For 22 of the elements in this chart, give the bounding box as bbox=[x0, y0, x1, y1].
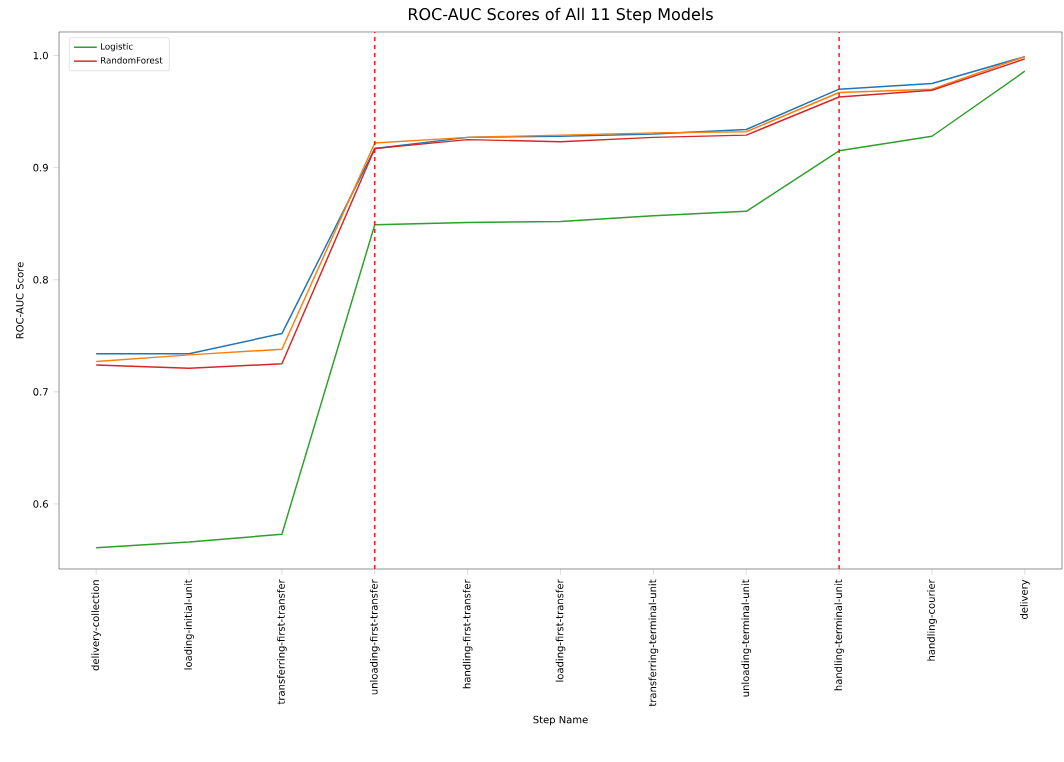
x-tick-label: loading-initial-unit bbox=[184, 579, 194, 670]
x-tick-label: handling-terminal-unit bbox=[834, 579, 844, 691]
legend-label: Logistic bbox=[101, 42, 133, 52]
y-tick-label: 0.7 bbox=[33, 388, 48, 396]
x-tick-label: unloading-first-transfer bbox=[369, 579, 380, 695]
x-tick-label: transferring-first-transfer bbox=[277, 579, 287, 705]
line-series bbox=[95, 70, 1026, 549]
y-tick-label: 0.8 bbox=[33, 275, 48, 284]
legend-label: RandomForest bbox=[101, 56, 163, 64]
x-tick-label: handling-first-transfer bbox=[462, 579, 473, 689]
x-tick-label: delivery-collection bbox=[91, 580, 101, 671]
x-tick-label: delivery bbox=[1020, 579, 1030, 619]
x-tick-label: unloading-terminal-unit bbox=[741, 579, 752, 697]
y-tick-label: 1.0 bbox=[33, 51, 48, 60]
x-tick-label: loading-first-transfer bbox=[555, 579, 566, 682]
x-axis-title: Step Name bbox=[533, 715, 588, 726]
y-tick-label: 0.6 bbox=[33, 500, 48, 508]
y-axis-title: ROC-AUC Score bbox=[15, 262, 24, 339]
y-tick-label: 0.9 bbox=[33, 163, 48, 172]
chart-title: ROC-AUC Scores of All 11 Step Models bbox=[408, 7, 713, 24]
x-tick-label: transferring-terminal-unit bbox=[648, 579, 659, 707]
x-tick-label: handling-courier bbox=[927, 579, 937, 661]
